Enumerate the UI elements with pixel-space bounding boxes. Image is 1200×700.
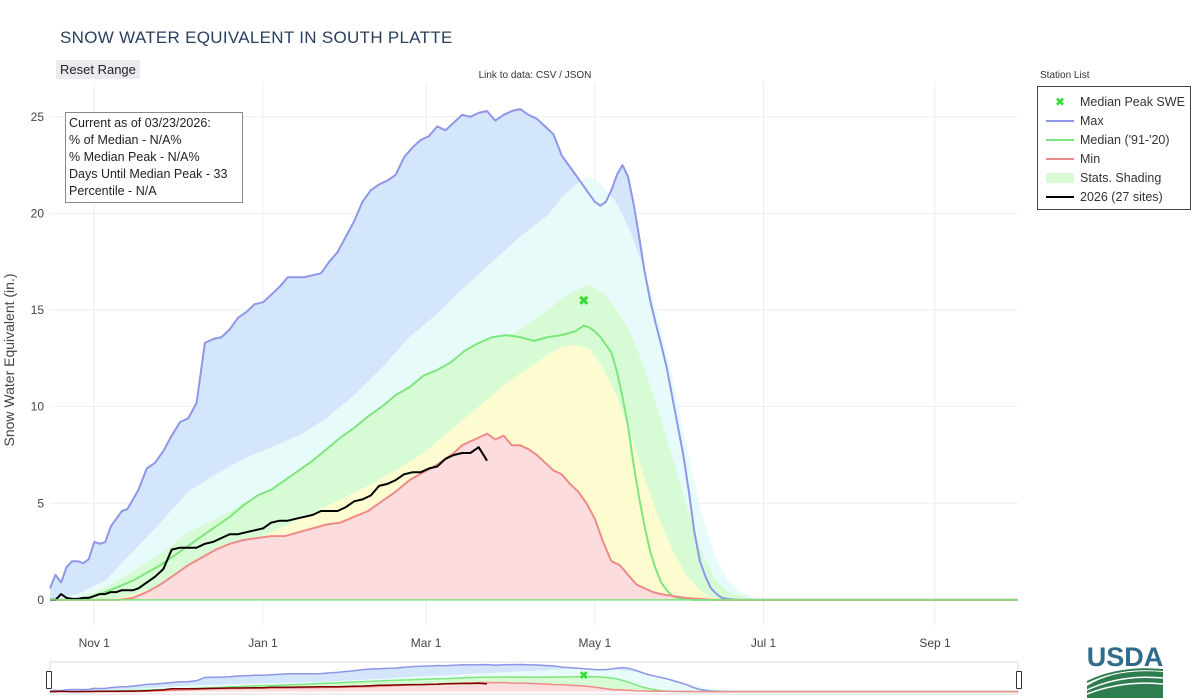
y-tick-label: 20	[31, 206, 45, 220]
data-link[interactable]: Link to data: CSV / JSON	[478, 70, 592, 81]
mini-current-line	[50, 682, 488, 693]
band-max-90	[50, 109, 1018, 600]
fill-swatch-icon	[1046, 172, 1074, 183]
current-status-box: Current as of 03/23/2026: % of Median - …	[65, 112, 243, 203]
x-tick-label: Nov 1	[79, 636, 111, 650]
range-slider-left-handle[interactable]	[46, 671, 52, 689]
x-tick-label: Mar 1	[411, 636, 442, 650]
y-tick-label: 10	[31, 400, 45, 414]
usda-logo: USDA	[1086, 642, 1164, 698]
band-min-zero	[50, 433, 1018, 600]
info-line-pct-median-peak: % Median Peak - N/A%	[69, 150, 200, 164]
median-peak-marker	[579, 295, 589, 305]
x-tick-label: Sep 1	[919, 636, 951, 650]
line-swatch-icon	[1046, 119, 1074, 122]
series-min-line	[50, 432, 1018, 601]
legend-item-shading[interactable]: Stats. Shading	[1038, 168, 1190, 187]
station-list-link[interactable]: Station List	[1040, 70, 1090, 81]
line-swatch-icon	[1046, 195, 1074, 198]
chart-legend: ✖ Median Peak SWE Max Median ('91-'20) M…	[1037, 86, 1191, 210]
band-70-median	[50, 284, 1018, 600]
page-title: SNOW WATER EQUIVALENT IN SOUTH PLATTE	[60, 28, 453, 47]
legend-item-min[interactable]: Min	[1038, 149, 1190, 168]
legend-label: Median Peak SWE	[1080, 94, 1185, 109]
legend-item-max[interactable]: Max	[1038, 111, 1190, 130]
reset-range-button[interactable]: Reset Range	[56, 60, 140, 79]
legend-label: Min	[1080, 151, 1101, 166]
mini-band	[50, 682, 1018, 692]
x-tick-label: May 1	[579, 636, 612, 650]
y-tick-label: 25	[31, 110, 45, 124]
legend-item-median[interactable]: Median ('91-'20)	[1038, 130, 1190, 149]
band-90-70	[50, 176, 1018, 600]
x-tick-label: Jan 1	[248, 636, 278, 650]
legend-item-current[interactable]: 2026 (27 sites)	[1038, 187, 1190, 206]
y-axis-label: Snow Water Equivalent (in.)	[1, 274, 17, 447]
usda-logo-text: USDA	[1087, 642, 1164, 672]
series-max-line	[49, 108, 1018, 601]
y-tick-label: 5	[37, 496, 44, 510]
legend-label: Median ('91-'20)	[1080, 132, 1170, 147]
x-marker-icon: ✖	[1054, 94, 1066, 109]
info-line-pct-median: % of Median - N/A%	[69, 133, 182, 147]
legend-label: Stats. Shading	[1080, 170, 1162, 185]
chart-lines	[49, 108, 1018, 601]
range-slider	[49, 661, 1019, 695]
mini-band	[50, 668, 1018, 692]
y-axis-ticks: 0 5 10 15 20 25	[31, 110, 45, 607]
x-tick-label: Jul 1	[751, 636, 777, 650]
legend-label: Max	[1080, 113, 1104, 128]
info-line-date: Current as of 03/23/2026:	[69, 116, 211, 130]
legend-item-median-peak[interactable]: ✖ Median Peak SWE	[1038, 92, 1190, 111]
line-swatch-icon	[1046, 138, 1074, 141]
info-line-percentile: Percentile - N/A	[69, 184, 157, 198]
legend-label: 2026 (27 sites)	[1080, 189, 1163, 204]
line-swatch-icon	[1046, 157, 1074, 160]
marker-stroke	[579, 671, 588, 679]
y-tick-label: 15	[31, 303, 45, 317]
marker-stroke	[579, 295, 589, 305]
mini-band	[50, 664, 1018, 692]
x-axis-ticks: Nov 1 Jan 1 Mar 1 May 1 Jul 1 Sep 1	[79, 636, 951, 650]
range-slider-right-handle[interactable]	[1016, 671, 1022, 689]
y-tick-label: 0	[37, 593, 44, 607]
series-current-line	[50, 446, 488, 601]
mini-peak-marker	[579, 671, 588, 679]
chart-bands	[50, 109, 1018, 600]
band-30-min	[50, 344, 1018, 600]
info-line-days-until-peak: Days Until Median Peak - 33	[69, 167, 228, 181]
chart-marks	[579, 295, 589, 305]
